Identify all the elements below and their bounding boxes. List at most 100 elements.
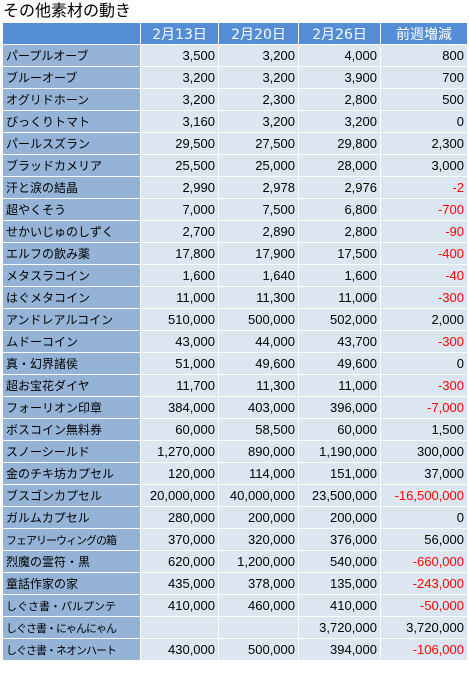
item-name: ムドーコイン [2, 330, 141, 353]
price-cell: 135,000 [298, 572, 381, 595]
price-cell: 11,700 [140, 374, 219, 397]
price-cell: 700 [380, 66, 468, 89]
data-row: パープルオーブ 3,500 3,200 4,000 800 [2, 44, 468, 67]
data-row: せかいじゅのしずく 2,700 2,890 2,800 -90 [2, 220, 468, 243]
data-row: はぐメタコイン 11,000 11,300 11,000 -300 [2, 286, 468, 309]
price-cell: -300 [380, 286, 468, 309]
item-name: パールスズラン [2, 132, 141, 155]
price-cell: -400 [380, 242, 468, 265]
price-cell: 0 [380, 352, 468, 375]
item-name: フェアリーウィングの箱 [2, 528, 141, 551]
price-cell: 280,000 [140, 506, 219, 529]
data-row: 童話作家の家 435,000 378,000 135,000 -243,000 [2, 572, 468, 595]
price-cell: 1,190,000 [298, 440, 381, 463]
item-name: フォーリオン印章 [2, 396, 141, 419]
item-name: 童話作家の家 [2, 572, 141, 595]
price-cell: 3,900 [298, 66, 381, 89]
header-cell [2, 22, 141, 45]
price-cell: 3,200 [140, 88, 219, 111]
price-cell: 2,000 [380, 308, 468, 331]
item-name: エルフの飲み薬 [2, 242, 141, 265]
price-cell: 56,000 [380, 528, 468, 551]
price-cell: 0 [380, 110, 468, 133]
data-row: 超やくそう 7,000 7,500 6,800 -700 [2, 198, 468, 221]
data-row: 金のチキ坊カプセル 120,000 114,000 151,000 37,000 [2, 462, 468, 485]
price-cell: 370,000 [140, 528, 219, 551]
item-name: スノーシールド [2, 440, 141, 463]
price-cell: -106,000 [380, 638, 468, 661]
price-cell [140, 616, 219, 639]
price-cell: 60,000 [298, 418, 381, 441]
price-cell: 37,000 [380, 462, 468, 485]
price-cell: 394,000 [298, 638, 381, 661]
price-cell: 4,000 [298, 44, 381, 67]
data-row: パールスズラン 29,500 27,500 29,800 2,300 [2, 132, 468, 155]
item-name: 汗と涙の結晶 [2, 176, 141, 199]
price-cell: 3,200 [218, 44, 299, 67]
price-cell: 11,000 [298, 286, 381, 309]
price-cell: -40 [380, 264, 468, 287]
price-cell: 500,000 [218, 308, 299, 331]
data-row: スノーシールド 1,270,000 890,000 1,190,000 300,000 [2, 440, 468, 463]
price-cell: 27,500 [218, 132, 299, 155]
header-cell: 前週増減 [380, 22, 468, 45]
price-cell: 3,160 [140, 110, 219, 133]
price-cell: 2,800 [298, 88, 381, 111]
price-cell: 502,000 [298, 308, 381, 331]
price-cell: 3,200 [218, 66, 299, 89]
price-cell: 3,200 [298, 110, 381, 133]
price-cell: -300 [380, 374, 468, 397]
price-cell: 6,800 [298, 198, 381, 221]
price-cell: 378,000 [218, 572, 299, 595]
item-name: はぐメタコイン [2, 286, 141, 309]
price-cell: 460,000 [218, 594, 299, 617]
price-cell: 49,600 [298, 352, 381, 375]
price-cell: 151,000 [298, 462, 381, 485]
price-cell: 11,300 [218, 374, 299, 397]
price-cell: 7,000 [140, 198, 219, 221]
price-cell: 25,000 [218, 154, 299, 177]
item-name: しぐさ書・パルプンテ [2, 594, 141, 617]
price-cell: 500 [380, 88, 468, 111]
price-cell: 3,500 [140, 44, 219, 67]
data-row: 真・幻界諸侯 51,000 49,600 49,600 0 [2, 352, 468, 375]
price-cell: 29,500 [140, 132, 219, 155]
sheet-title: その他素材の動き [3, 1, 132, 20]
item-name: しぐさ書・ネオンハート [2, 638, 141, 661]
price-cell: 510,000 [140, 308, 219, 331]
price-cell: 25,500 [140, 154, 219, 177]
price-cell: 11,300 [218, 286, 299, 309]
data-row: ブラッドカメリア 25,500 25,000 28,000 3,000 [2, 154, 468, 177]
price-cell: 890,000 [218, 440, 299, 463]
price-cell: 49,600 [218, 352, 299, 375]
price-cell: 1,270,000 [140, 440, 219, 463]
price-cell: 1,500 [380, 418, 468, 441]
price-cell: 403,000 [218, 396, 299, 419]
price-cell: -700 [380, 198, 468, 221]
price-cell: -2 [380, 176, 468, 199]
price-cell: 200,000 [298, 506, 381, 529]
price-cell: 17,900 [218, 242, 299, 265]
item-name: メタスラコイン [2, 264, 141, 287]
data-row: ガルムカプセル 280,000 200,000 200,000 0 [2, 506, 468, 529]
price-cell: 20,000,000 [140, 484, 219, 507]
price-table: 2月13日 2月20日 2月26日 前週増減 パープルオーブ 3,500 3,200 4,00… [2, 22, 468, 661]
item-name: 超お宝花ダイヤ [2, 374, 141, 397]
price-cell: -50,000 [380, 594, 468, 617]
price-cell: 2,800 [298, 220, 381, 243]
price-cell: 3,000 [380, 154, 468, 177]
price-cell: 17,500 [298, 242, 381, 265]
price-cell: 2,976 [298, 176, 381, 199]
data-row: メタスラコイン 1,600 1,640 1,600 -40 [2, 264, 468, 287]
price-cell: 17,800 [140, 242, 219, 265]
price-cell: 3,200 [218, 110, 299, 133]
header-cell: 2月13日 [140, 22, 219, 45]
price-cell: 2,300 [218, 88, 299, 111]
price-cell [218, 616, 299, 639]
price-cell: -7,000 [380, 396, 468, 419]
data-row: フェアリーウィングの箱 370,000 320,000 376,000 56,000 [2, 528, 468, 551]
data-row: しぐさ書・ネオンハート 430,000 500,000 394,000 -106,000 [2, 638, 468, 661]
price-cell: 300,000 [380, 440, 468, 463]
price-cell: 3,720,000 [298, 616, 381, 639]
